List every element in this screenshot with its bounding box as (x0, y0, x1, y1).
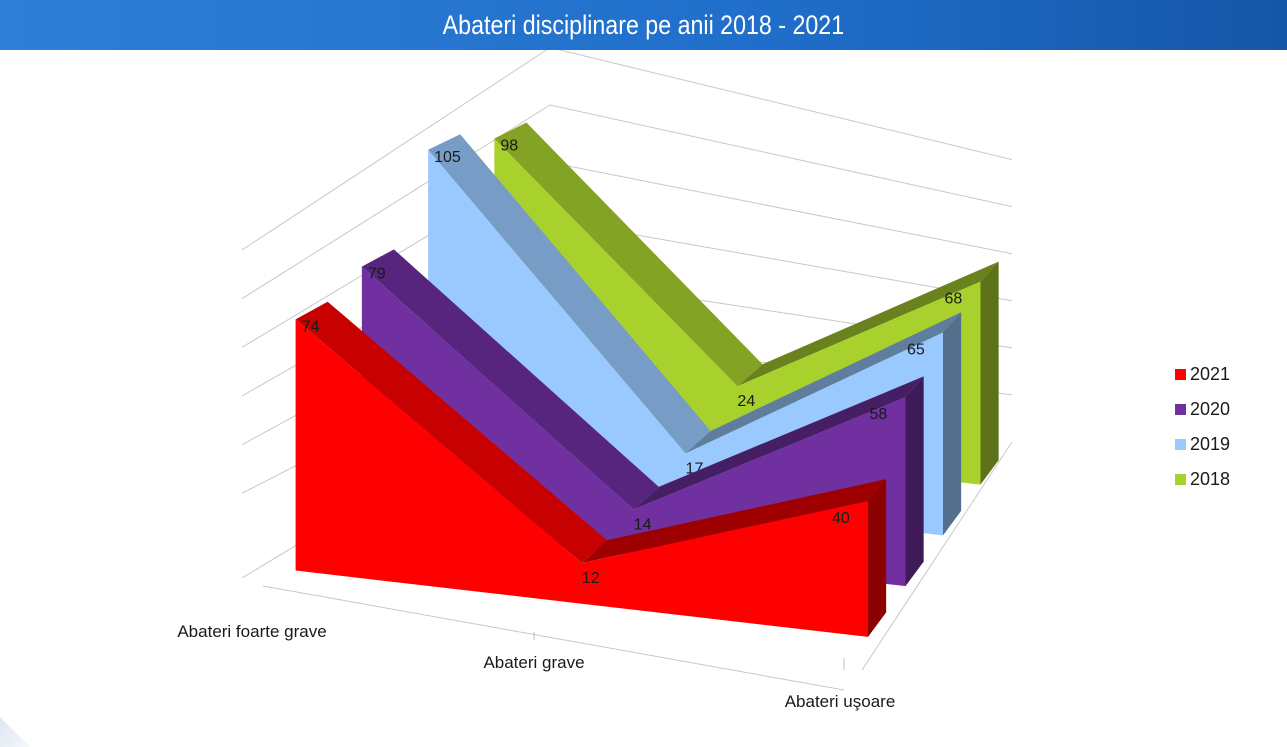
data-label: 105 (434, 149, 461, 166)
floor-front-edge (262, 585, 845, 691)
data-label: 12 (582, 570, 600, 587)
legend-swatch (1175, 439, 1186, 450)
data-label: 40 (832, 510, 850, 527)
legend-swatch (1175, 369, 1186, 380)
legend-swatch (1175, 404, 1186, 415)
title-bar: Abateri disciplinare pe anii 2018 - 2021 (0, 0, 1287, 50)
legend-item: 2018 (1175, 462, 1230, 497)
ribbon-top-segment (581, 479, 887, 563)
data-label: 65 (907, 341, 925, 358)
legend-label: 2018 (1190, 469, 1231, 489)
data-label: 68 (945, 291, 963, 308)
ribbon-top-segment (361, 249, 659, 510)
ribbon-top-segment (295, 301, 607, 563)
chart-floor (262, 585, 845, 691)
data-label: 14 (634, 516, 652, 533)
legend-item: 2020 (1175, 392, 1230, 427)
gridline (241, 104, 1013, 300)
gridline (241, 50, 1013, 251)
ribbon-end-cap (943, 312, 962, 536)
ribbon-top-segment (428, 134, 711, 454)
data-label: 74 (302, 318, 320, 335)
chart-legend: 2021 2020 2019 2018 (1175, 357, 1230, 497)
legend-item: 2021 (1175, 357, 1230, 392)
ribbon-top-segment (633, 376, 924, 510)
data-label: 98 (500, 138, 518, 155)
ribbon-end-cap (905, 376, 924, 587)
category-tick-label: Abateri grave (483, 653, 584, 672)
chart-category-labels: Abateri foarte grave Abateri grave Abateri… (177, 622, 895, 711)
data-label: 24 (737, 393, 755, 410)
data-label: 58 (870, 406, 888, 423)
ribbon-end-cap (868, 479, 887, 637)
ribbon-front-face (295, 319, 869, 637)
legend-label: 2020 (1190, 399, 1231, 419)
ribbon-top-segment (685, 312, 962, 454)
ribbon-top-segment (494, 122, 763, 387)
data-label: 79 (368, 266, 386, 283)
series-ribbon-2021: 74 12 40 (295, 301, 887, 637)
ribbon-end-cap (980, 261, 999, 485)
right-floor-edge (861, 441, 1013, 671)
category-tick-label: Abateri uşoare (785, 692, 896, 711)
legend-item: 2019 (1175, 427, 1230, 462)
ribbon-top-segment (737, 261, 999, 387)
category-tick-label: Abateri foarte grave (177, 622, 326, 641)
chart-title: Abateri disciplinare pe anii 2018 - 2021 (442, 9, 845, 40)
legend-swatch (1175, 474, 1186, 485)
legend-label: 2019 (1190, 434, 1231, 454)
legend-label: 2021 (1190, 364, 1231, 384)
